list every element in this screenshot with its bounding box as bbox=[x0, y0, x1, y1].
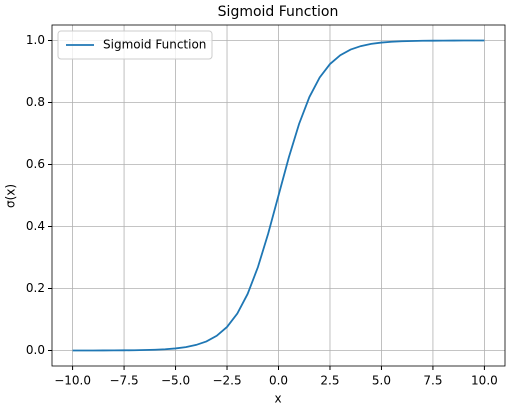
plot-frame bbox=[51, 24, 506, 367]
x-tick-label: 2.5 bbox=[320, 374, 339, 388]
y-tick-label: 0.6 bbox=[26, 157, 45, 171]
legend-box bbox=[57, 30, 213, 60]
x-tick-label: 0.0 bbox=[269, 374, 288, 388]
line bbox=[72, 39, 485, 352]
x-tick-label: 5.0 bbox=[372, 374, 391, 388]
y-tick-label: 0.4 bbox=[26, 219, 45, 233]
y-tick-label: 0.2 bbox=[26, 281, 45, 295]
x-tick-label: 7.5 bbox=[423, 374, 442, 388]
x-tick-label: −10.0 bbox=[54, 374, 91, 388]
y-tick-label: 1.0 bbox=[26, 33, 45, 47]
x-axis-label: x bbox=[274, 392, 281, 406]
y-tick-label: 0.0 bbox=[26, 343, 45, 357]
chart-title: Sigmoid Function bbox=[218, 4, 339, 20]
legend: Sigmoid Function bbox=[57, 30, 213, 60]
x-tick-label: 10.0 bbox=[471, 374, 498, 388]
y-axis-label: σ(x) bbox=[4, 184, 18, 208]
legend-label: Sigmoid Function bbox=[103, 38, 206, 52]
y-tick-label: 0.8 bbox=[26, 95, 45, 109]
x-tick-label: −5.0 bbox=[161, 374, 190, 388]
x-tick-label: −2.5 bbox=[212, 374, 241, 388]
x-tick-label: −7.5 bbox=[109, 374, 138, 388]
